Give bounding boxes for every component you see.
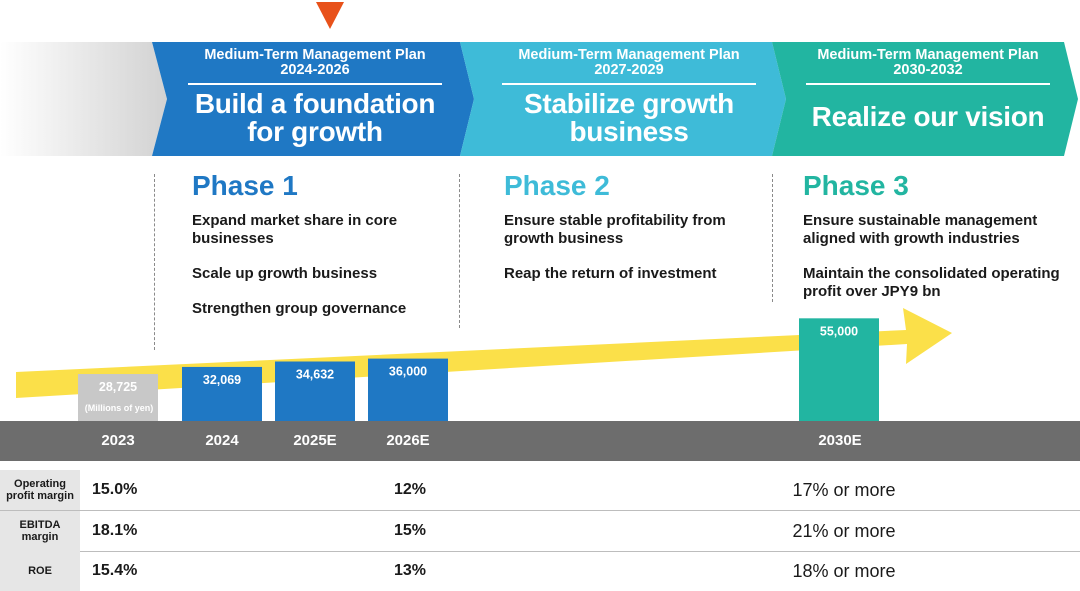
phase-divider — [154, 174, 155, 350]
plan-subtitle: Medium-Term Management Plan — [518, 47, 740, 63]
year-label-2024: 2024 — [205, 432, 239, 449]
plan-header-1: Medium-Term Management Plan 2024-2026 Bu… — [180, 48, 450, 146]
plan-rule — [502, 83, 756, 85]
phase-3-title: Phase 3 — [803, 170, 909, 201]
phase-item: Expand market share in core businesses — [192, 212, 398, 247]
year-label-2023: 2023 — [101, 432, 135, 449]
metric-2026: 13% — [394, 562, 427, 579]
phase-2-title: Phase 2 — [504, 170, 610, 201]
plan-rule — [806, 83, 1050, 85]
year-label-2026e: 2026E — [386, 432, 430, 449]
metric-label: Operating profit margin — [0, 470, 80, 510]
bar-value-label: 36,000 — [389, 365, 427, 379]
metric-2023: 15.4% — [92, 562, 138, 579]
phase-item: Maintain the consolidated operating prof… — [803, 265, 1060, 300]
bar-2023 — [78, 374, 158, 421]
plan-header-2: Medium-Term Management Plan 2027-2029 St… — [490, 48, 768, 146]
metric-2023: 15.0% — [92, 481, 138, 498]
plan-header-3: Medium-Term Management Plan 2030-2032 Re… — [794, 48, 1062, 131]
plan-title: Stabilize growth business — [490, 87, 768, 147]
bar-2024 — [182, 366, 262, 421]
plan-chevron-2 — [460, 42, 786, 156]
metric-label: ROE — [0, 551, 80, 591]
bar-value-label: 55,000 — [820, 324, 858, 338]
bar-value-label: 28,725 — [99, 380, 137, 394]
plan-rule — [188, 83, 442, 85]
year-label-2030e: 2030E — [818, 432, 862, 449]
phase-divider — [772, 174, 773, 302]
phase-item: Scale up growth business — [192, 265, 378, 282]
plan-chevron-band — [0, 42, 1078, 156]
phase-item: Strengthen group governance — [192, 300, 407, 317]
metric-2030: 18% or more — [792, 561, 896, 581]
plan-title-line: for growth — [247, 115, 383, 147]
plan-chevron-3 — [772, 42, 1078, 156]
metric-row-roe: ROE 15.4% 13% 18% or more — [0, 551, 1080, 591]
plan-title: Realize our vision — [811, 100, 1045, 132]
metric-2026: 15% — [394, 522, 427, 539]
phase-1-title: Phase 1 — [192, 170, 298, 201]
phase-2-list: Ensure stable profitability from growth … — [504, 212, 759, 300]
plan-chevron-1 — [152, 42, 474, 156]
plan-subtitle: Medium-Term Management Plan — [817, 47, 1039, 63]
phase-item: Ensure stable profitability from growth … — [504, 212, 726, 247]
metric-2026: 12% — [394, 481, 427, 498]
bar-2026e — [368, 358, 448, 421]
bar-value-label: 32,069 — [203, 373, 241, 387]
bar-2030e — [799, 318, 879, 421]
metric-label: EBITDA margin — [0, 511, 80, 551]
year-axis-band — [0, 421, 1080, 461]
phase-item: Reap the return of investment — [504, 265, 717, 282]
bar-value-label: 34,632 — [296, 368, 334, 382]
phase-item: Ensure sustainable management aligned wi… — [803, 212, 1038, 247]
bar-2025e — [275, 361, 355, 421]
plan-years: 2030-2032 — [893, 62, 963, 78]
current-position-marker-icon — [316, 2, 344, 29]
plan-title-line: Build a foundation — [194, 87, 436, 119]
plan-title: Build a foundation for growth — [180, 87, 450, 147]
metric-row-ebitda-margin: EBITDA margin 18.1% 15% 21% or more — [0, 511, 1080, 552]
past-fade-chevron — [0, 42, 167, 156]
plan-title-line: Stabilize growth — [524, 87, 734, 119]
unit-note: (Millions of yen) — [84, 403, 154, 413]
phase-3-list: Ensure sustainable management aligned wi… — [803, 212, 1068, 318]
phase-divider — [459, 174, 460, 328]
plan-years: 2027-2029 — [594, 62, 664, 78]
profit-bar-chart: 28,725 32,069 34,632 36,000 55,000 — [16, 308, 952, 421]
plan-years: 2024-2026 — [280, 62, 350, 78]
phase-1-list: Expand market share in core businesses S… — [192, 212, 447, 335]
plan-subtitle: Medium-Term Management Plan — [204, 47, 426, 63]
plan-title-line: business — [569, 115, 689, 147]
metric-2030: 17% or more — [792, 480, 896, 500]
metric-2023: 18.1% — [92, 522, 138, 539]
metric-2030: 21% or more — [792, 521, 896, 541]
year-label-2025e: 2025E — [293, 432, 337, 449]
metric-row-operating-margin: Operating profit margin 15.0% 12% 17% or… — [0, 470, 1080, 511]
